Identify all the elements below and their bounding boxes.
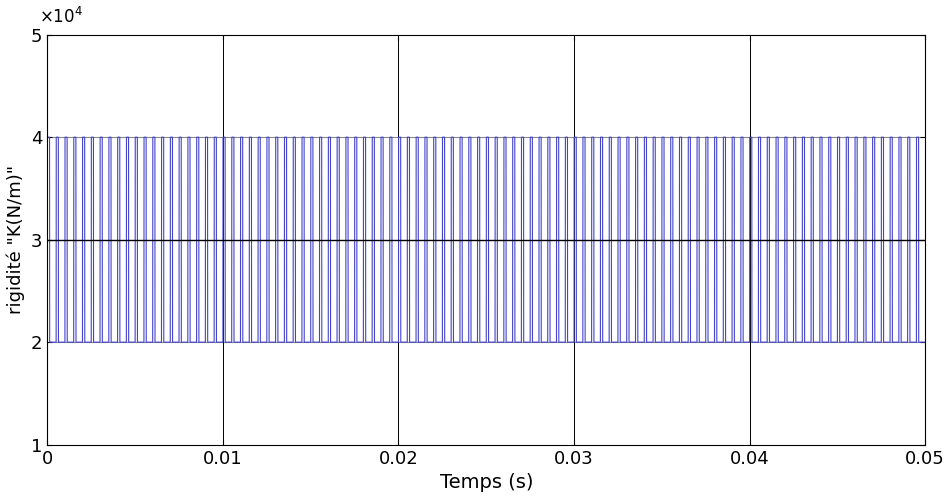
Y-axis label: rigidité "K(N/m)": rigidité "K(N/m)" [7,165,26,314]
X-axis label: Temps (s): Temps (s) [440,473,533,492]
Text: $\times 10^4$: $\times 10^4$ [39,6,83,26]
